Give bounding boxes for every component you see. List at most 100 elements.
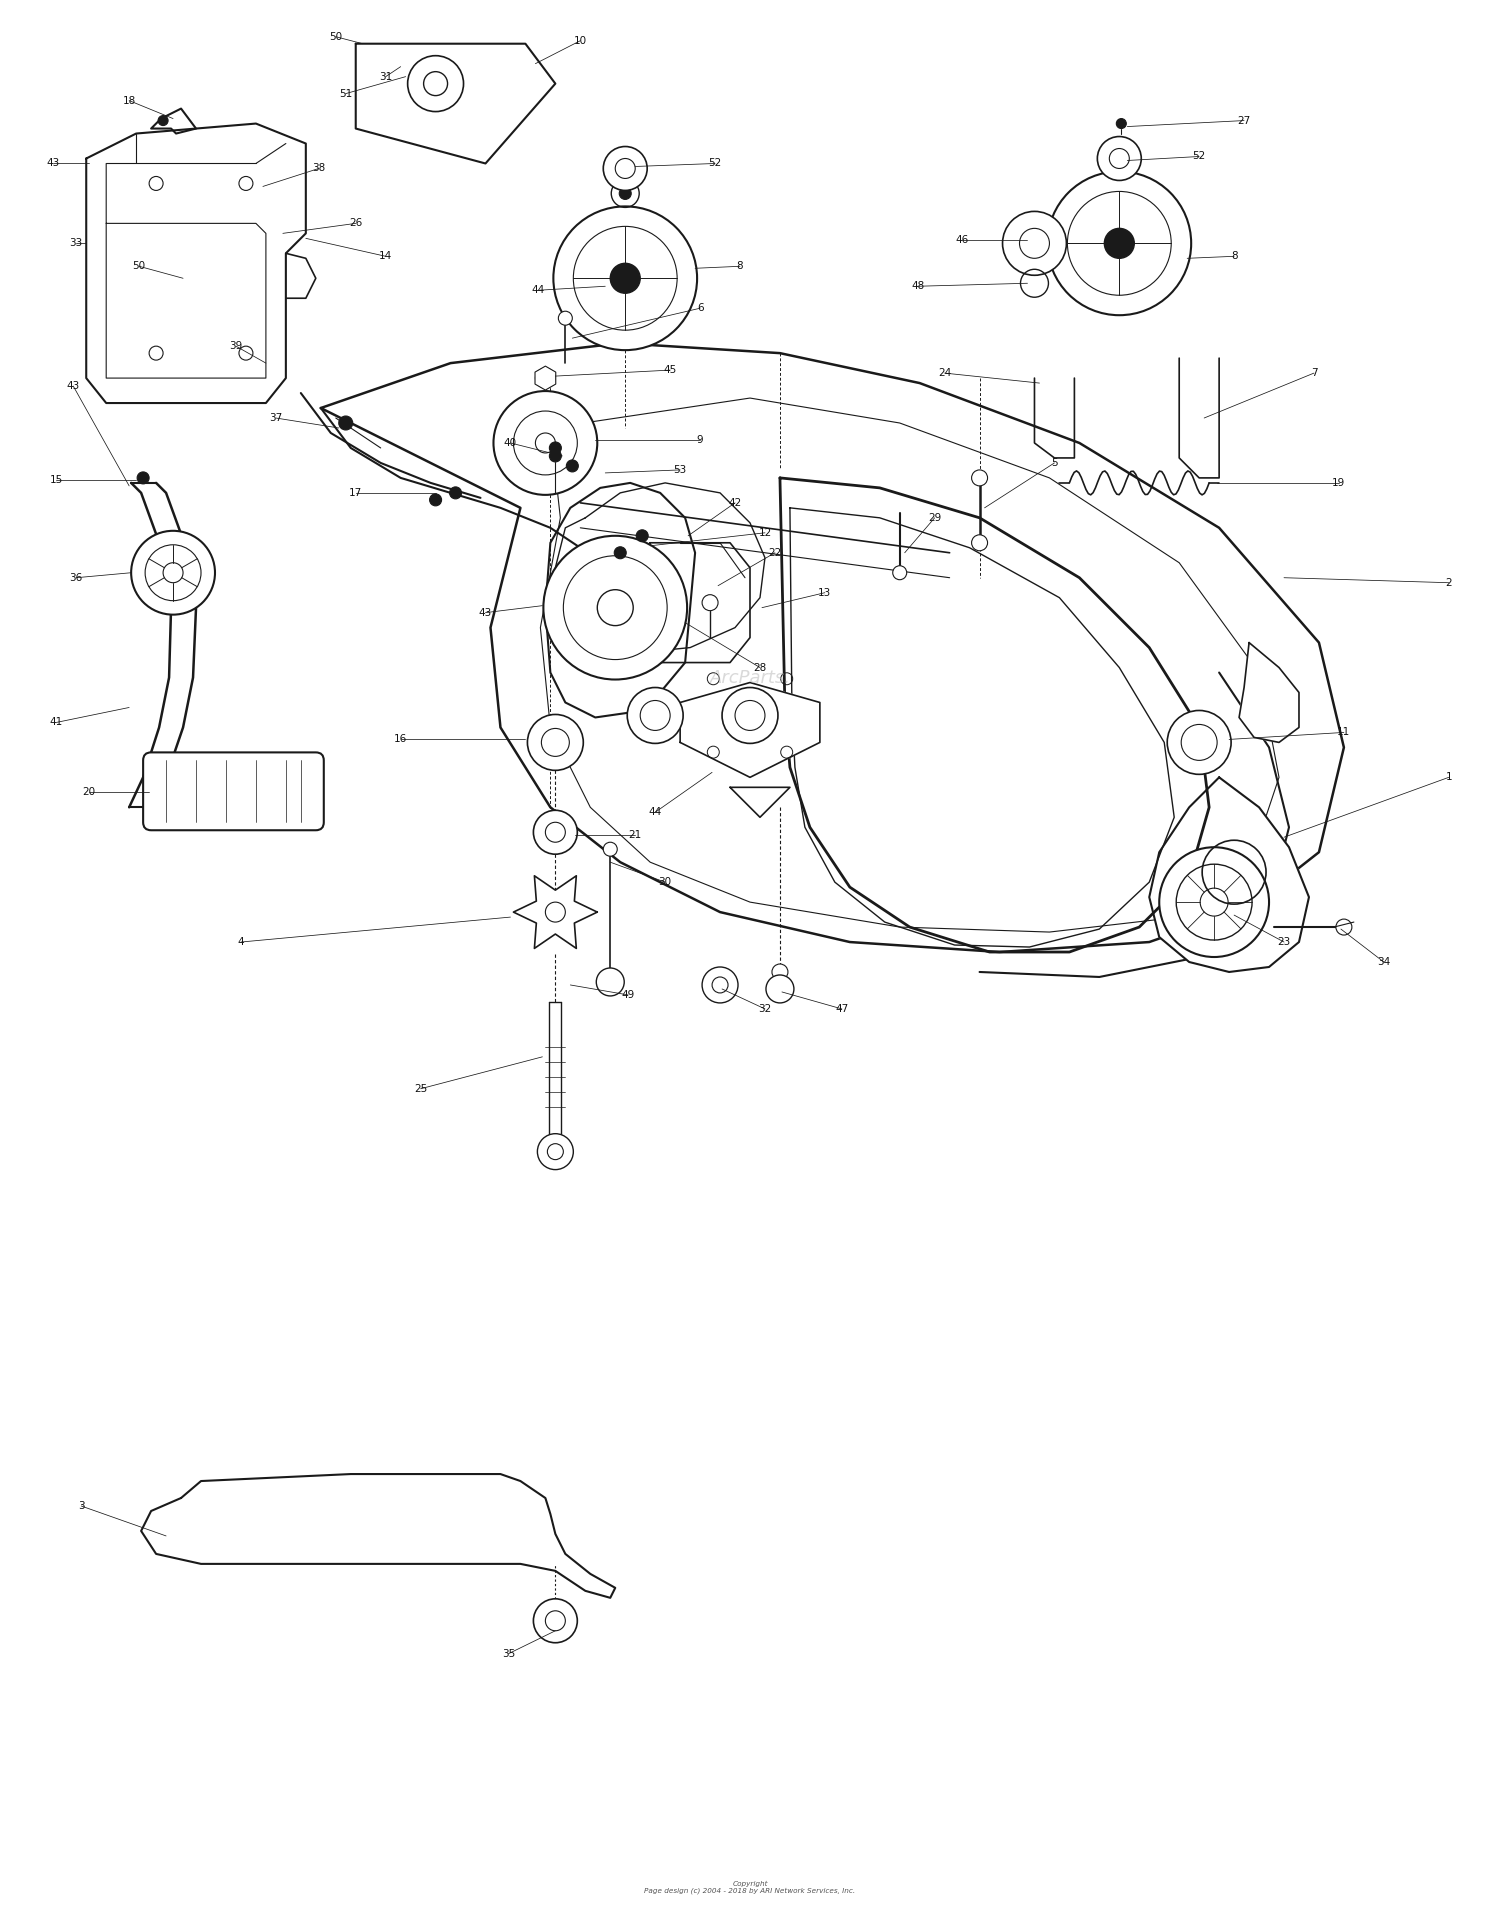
Text: 8: 8 [1232, 251, 1238, 262]
Circle shape [620, 187, 632, 198]
Circle shape [408, 56, 464, 112]
Text: 21: 21 [628, 831, 642, 840]
Circle shape [702, 967, 738, 1002]
Text: 34: 34 [1377, 958, 1390, 967]
Text: 31: 31 [380, 71, 393, 81]
Text: 46: 46 [956, 235, 968, 245]
Text: 37: 37 [270, 412, 282, 424]
Text: 48: 48 [910, 281, 924, 291]
Text: 5: 5 [1052, 459, 1058, 468]
Text: 20: 20 [82, 788, 96, 798]
Text: 11: 11 [1338, 726, 1350, 738]
Circle shape [567, 461, 579, 472]
Circle shape [429, 493, 441, 507]
Circle shape [1160, 848, 1269, 958]
Circle shape [554, 206, 698, 351]
Text: 40: 40 [504, 437, 518, 447]
Text: 44: 44 [648, 807, 662, 817]
Text: 50: 50 [132, 262, 146, 272]
Circle shape [597, 967, 624, 996]
Text: 30: 30 [658, 877, 672, 886]
Circle shape [722, 688, 778, 744]
Text: 29: 29 [928, 513, 942, 522]
Text: 28: 28 [753, 663, 766, 673]
Polygon shape [321, 343, 1344, 952]
Text: 8: 8 [736, 262, 744, 272]
Circle shape [558, 310, 573, 326]
Circle shape [892, 567, 906, 580]
Text: 33: 33 [69, 239, 82, 249]
Circle shape [494, 391, 597, 495]
Text: 22: 22 [768, 547, 782, 557]
Polygon shape [513, 875, 597, 948]
Text: 16: 16 [394, 734, 408, 744]
Circle shape [537, 1133, 573, 1170]
Circle shape [549, 449, 561, 462]
Polygon shape [730, 788, 790, 817]
Circle shape [627, 688, 682, 744]
Text: 3: 3 [78, 1501, 84, 1511]
Circle shape [603, 146, 646, 191]
Text: Copyright
Page design (c) 2004 - 2018 by ARI Network Services, Inc.: Copyright Page design (c) 2004 - 2018 by… [645, 1881, 855, 1894]
Polygon shape [86, 123, 306, 403]
Circle shape [1104, 229, 1134, 258]
Text: 13: 13 [818, 588, 831, 597]
Text: 27: 27 [1238, 116, 1251, 125]
Circle shape [972, 470, 987, 486]
Polygon shape [1239, 642, 1299, 742]
Text: 45: 45 [663, 364, 676, 376]
Text: 15: 15 [50, 474, 63, 486]
Circle shape [766, 975, 794, 1002]
Text: 39: 39 [230, 341, 243, 351]
FancyBboxPatch shape [142, 752, 324, 831]
Circle shape [136, 472, 148, 484]
Circle shape [972, 536, 987, 551]
Text: 52: 52 [708, 158, 722, 168]
Text: 17: 17 [350, 488, 363, 497]
Text: ArcParts.: ArcParts. [710, 669, 791, 686]
Polygon shape [536, 366, 556, 389]
Text: 42: 42 [729, 497, 741, 509]
Text: 24: 24 [938, 368, 951, 378]
Text: 4: 4 [237, 937, 244, 946]
Text: 19: 19 [1332, 478, 1346, 488]
Text: 51: 51 [339, 89, 352, 98]
Circle shape [450, 488, 462, 499]
Text: 53: 53 [674, 464, 687, 474]
Text: 6: 6 [698, 303, 703, 314]
Text: 43: 43 [46, 158, 60, 168]
Circle shape [534, 809, 578, 854]
Text: 12: 12 [759, 528, 771, 538]
Text: 50: 50 [328, 31, 342, 42]
Circle shape [603, 842, 616, 856]
Circle shape [1116, 119, 1126, 129]
Text: 52: 52 [1192, 152, 1206, 162]
Circle shape [1098, 137, 1142, 181]
Text: 9: 9 [698, 436, 703, 445]
Polygon shape [680, 682, 820, 777]
Circle shape [130, 530, 214, 615]
Circle shape [615, 547, 626, 559]
Circle shape [1047, 172, 1191, 316]
Circle shape [158, 116, 168, 125]
Text: 41: 41 [50, 717, 63, 728]
Text: 35: 35 [503, 1650, 515, 1659]
Circle shape [1167, 711, 1232, 775]
Text: 38: 38 [312, 164, 326, 173]
Text: 26: 26 [350, 218, 363, 229]
Circle shape [636, 530, 648, 541]
Polygon shape [630, 543, 750, 663]
Text: 7: 7 [1311, 368, 1317, 378]
Circle shape [534, 1599, 578, 1642]
Circle shape [772, 964, 788, 981]
Text: 25: 25 [414, 1083, 428, 1095]
Circle shape [339, 416, 352, 430]
Text: 49: 49 [621, 990, 634, 1000]
Text: 10: 10 [574, 37, 586, 46]
Circle shape [1002, 212, 1066, 276]
Text: 32: 32 [759, 1004, 771, 1014]
Text: 1: 1 [1446, 773, 1452, 782]
Circle shape [702, 595, 718, 611]
Text: 36: 36 [69, 572, 82, 582]
Text: 18: 18 [123, 96, 136, 106]
